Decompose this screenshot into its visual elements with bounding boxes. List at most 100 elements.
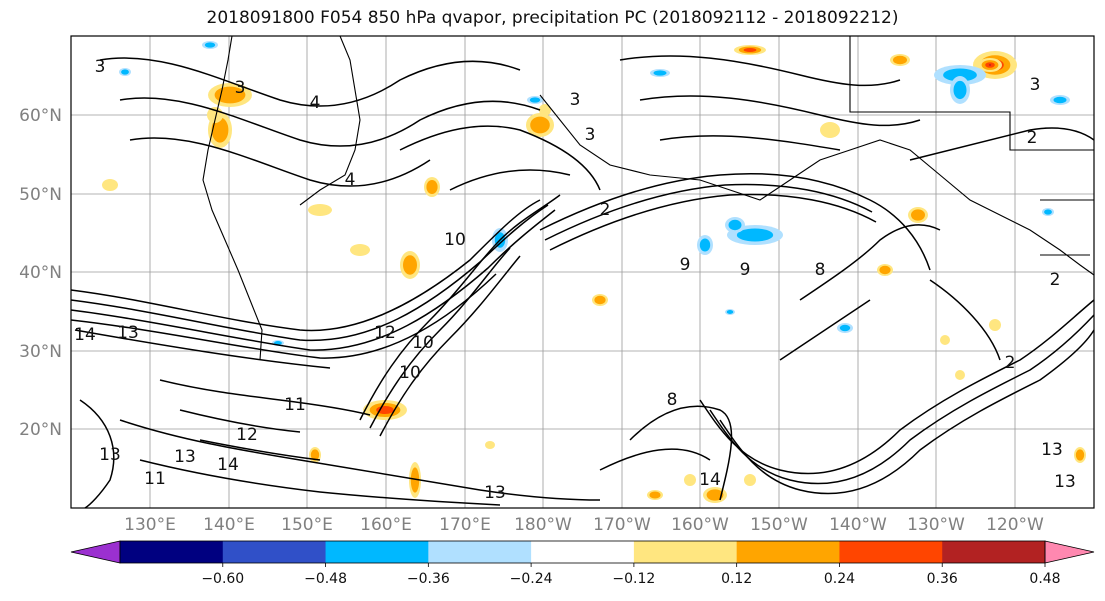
contour-label: 14 bbox=[699, 470, 721, 490]
latitude-label: 60°N bbox=[19, 106, 62, 126]
longitude-label: 180°W bbox=[514, 515, 572, 535]
contour-label: 13 bbox=[484, 483, 506, 503]
precip-positive-patch bbox=[350, 244, 370, 256]
contour-label: 9 bbox=[680, 255, 691, 275]
precip-positive-patch bbox=[310, 449, 320, 461]
precip-positive-patch bbox=[649, 491, 661, 499]
precip-positive-patch bbox=[744, 474, 756, 486]
contour-label: 8 bbox=[815, 260, 826, 280]
contour-label: 12 bbox=[236, 425, 258, 445]
precip-positive-patch bbox=[308, 204, 332, 216]
precip-positive-patch bbox=[211, 117, 229, 143]
colorbar: −0.60 −0.48 −0.36 −0.24 −0.12 0.12 0.24 0.36 0.4… bbox=[70, 540, 1095, 587]
precip-positive-patch bbox=[485, 441, 495, 449]
precip-positive-patch bbox=[820, 122, 840, 138]
precip-positive-patch bbox=[594, 295, 606, 305]
precip-positive-patch bbox=[988, 64, 992, 66]
colorbar-segment bbox=[325, 541, 429, 563]
precip-positive-patch bbox=[879, 265, 891, 275]
precip-positive-patch bbox=[410, 467, 420, 493]
precip-positive-patch bbox=[911, 209, 925, 221]
colorbar-tick-label: −0.12 bbox=[612, 571, 655, 587]
longitude-label: 160°E bbox=[360, 515, 412, 535]
contour-label: 14 bbox=[217, 455, 239, 475]
colorbar-segment bbox=[428, 541, 532, 563]
latitude-label: 50°N bbox=[19, 185, 62, 205]
colorbar-segment bbox=[222, 541, 327, 563]
colorbar-tick-label: −0.24 bbox=[510, 571, 553, 587]
latitude-label: 40°N bbox=[19, 263, 62, 283]
precip-positive-patch bbox=[989, 319, 1001, 331]
contour-label: 2 bbox=[600, 200, 611, 220]
qvapor-contours bbox=[70, 55, 1095, 509]
contour-label: 4 bbox=[310, 93, 321, 113]
contour-label: 13 bbox=[1054, 472, 1076, 492]
precip-positive-patch bbox=[426, 180, 438, 194]
chart-title: 2018091800 F054 850 hPa qvapor, precipit… bbox=[206, 8, 899, 28]
precip-negative-patch bbox=[728, 219, 742, 231]
precip-negative-patch bbox=[726, 310, 734, 314]
precip-negative-patch bbox=[953, 80, 967, 100]
longitude-label: 140°W bbox=[829, 515, 887, 535]
colorbar-tick-label: −0.36 bbox=[407, 571, 450, 587]
contour-label: 12 bbox=[374, 323, 396, 343]
contour-label: 2 bbox=[1050, 270, 1061, 290]
colorbar-tick-label: 0.36 bbox=[927, 571, 958, 587]
longitude-label: 150°E bbox=[281, 515, 333, 535]
colorbar-extend-high bbox=[1044, 540, 1095, 564]
colorbar-segment bbox=[633, 541, 738, 563]
colorbar-segment bbox=[736, 541, 840, 563]
precip-negative-patch bbox=[1044, 209, 1052, 215]
precip-negative-patch bbox=[699, 238, 711, 252]
contour-label: 10 bbox=[399, 363, 421, 383]
precip-negative-patch bbox=[529, 97, 541, 103]
longitude-labels: 130°E 140°E 150°E 160°E 170°E 180°W 170°W 160°W… bbox=[124, 515, 1044, 535]
colorbar-tick-label: −0.60 bbox=[201, 571, 244, 587]
contour-label: 3 bbox=[95, 57, 106, 77]
contour-label: 4 bbox=[345, 170, 356, 190]
precip-negative-patch bbox=[736, 228, 774, 242]
precip-positive-patch bbox=[539, 104, 551, 116]
precip-positive-patch bbox=[1075, 449, 1085, 461]
precip-negative-patch bbox=[653, 70, 667, 76]
longitude-label: 170°E bbox=[439, 515, 491, 535]
precip-negative-patch bbox=[204, 42, 216, 48]
precip-positive-patch bbox=[706, 489, 724, 501]
precip-negative-patch bbox=[839, 324, 851, 332]
contour-label: 13 bbox=[174, 447, 196, 467]
longitude-label: 140°E bbox=[203, 515, 255, 535]
contour-label: 13 bbox=[1041, 440, 1063, 460]
contour-label: 3 bbox=[235, 78, 246, 98]
contour-label: 3 bbox=[585, 125, 596, 145]
colorbar-outline bbox=[119, 540, 1046, 564]
contour-label: 2 bbox=[1005, 353, 1016, 373]
precip-positive-patch bbox=[743, 48, 757, 52]
contour-label: 2 bbox=[1027, 128, 1038, 148]
colorbar-tick-label: −0.48 bbox=[304, 571, 347, 587]
graticule bbox=[71, 36, 1094, 508]
contour-label: 11 bbox=[284, 395, 306, 415]
colorbar-tick-label: 0.24 bbox=[824, 571, 855, 587]
colorbar-segment bbox=[942, 541, 1046, 563]
precip-positive-patch bbox=[403, 255, 417, 275]
contour-label: 3 bbox=[570, 90, 581, 110]
contour-label: 14 bbox=[74, 325, 96, 345]
latitude-label: 30°N bbox=[19, 342, 62, 362]
colorbar-segment bbox=[120, 541, 224, 563]
colorbar-tick-label: 0.12 bbox=[721, 571, 752, 587]
latitude-label: 20°N bbox=[19, 420, 62, 440]
colorbar-segment bbox=[839, 541, 943, 563]
contour-label: 9 bbox=[740, 260, 751, 280]
latitude-labels: 60°N 50°N 40°N 30°N 20°N bbox=[19, 106, 62, 440]
colorbar-tick-label: 0.48 bbox=[1029, 571, 1060, 587]
colorbar-segment bbox=[531, 541, 635, 563]
precip-positive-patch bbox=[102, 179, 118, 191]
precip-positive-patch bbox=[530, 116, 550, 134]
contour-label: 3 bbox=[1030, 75, 1041, 95]
coastlines bbox=[202, 35, 1095, 361]
longitude-label: 170°W bbox=[593, 515, 651, 535]
precip-negative-patch bbox=[1053, 96, 1067, 104]
precip-positive-patch bbox=[684, 474, 696, 486]
contour-label: 11 bbox=[144, 469, 166, 489]
